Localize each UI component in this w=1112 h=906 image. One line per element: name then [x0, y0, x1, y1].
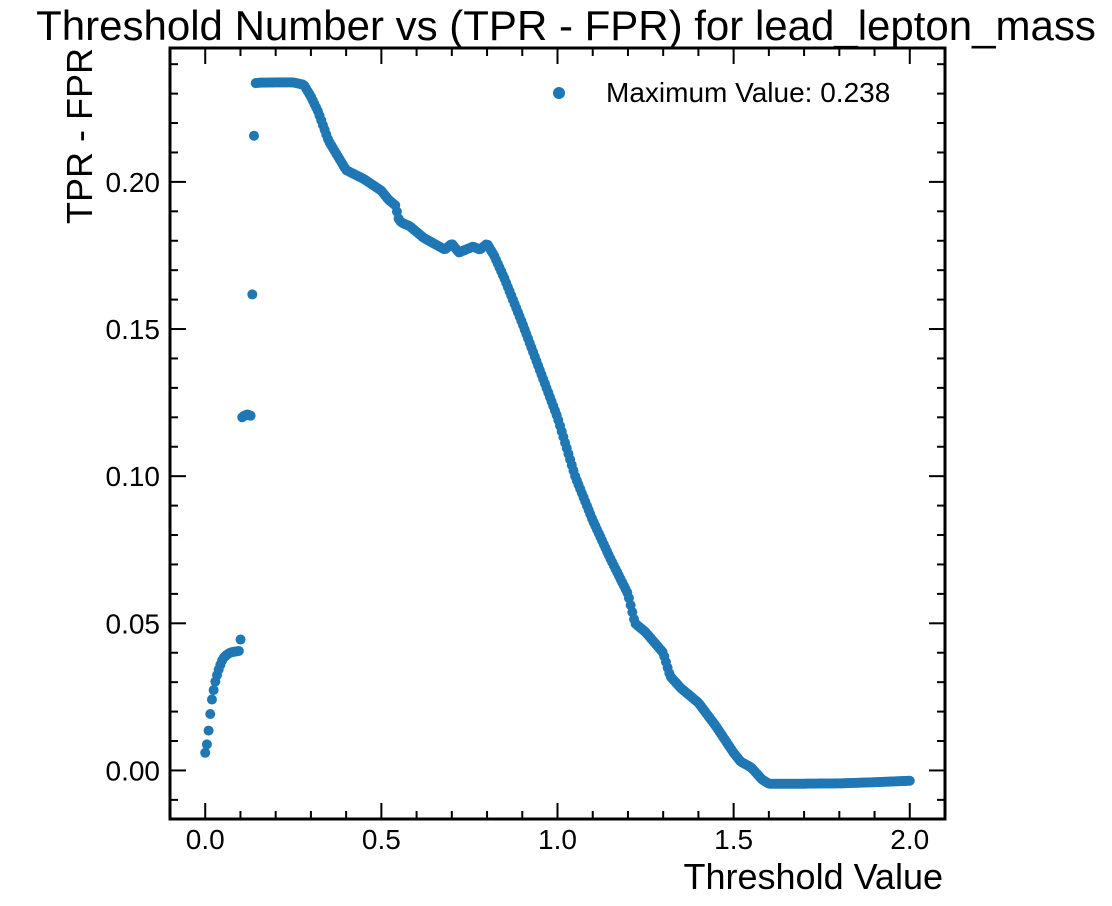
data-point — [201, 739, 212, 750]
data-point — [200, 747, 211, 758]
axis-ticks — [169, 48, 946, 819]
y-tick-label: 0.20 — [106, 167, 161, 198]
y-tick-label: 0.15 — [106, 314, 161, 345]
x-tick-label: 1.5 — [714, 824, 753, 855]
x-tick-label: 0.0 — [186, 824, 225, 855]
y-tick-label: 0.00 — [106, 755, 161, 786]
y-tick-label: 0.05 — [106, 608, 161, 639]
data-point — [904, 775, 915, 786]
data-point — [247, 289, 258, 300]
x-tick-labels: 0.0 0.5 1.0 1.5 2.0 — [186, 824, 929, 855]
y-tick-label: 0.10 — [106, 461, 161, 492]
data-point — [205, 708, 216, 719]
y-tick-labels: 0.00 0.05 0.10 0.15 0.20 — [106, 167, 161, 787]
x-tick-label: 1.0 — [538, 824, 577, 855]
chart-title: Threshold Number vs (TPR - FPR) for lead… — [36, 2, 1096, 49]
legend-marker — [553, 87, 565, 99]
data-point — [248, 130, 259, 141]
data-point — [235, 634, 246, 645]
data-point — [245, 410, 256, 421]
data-point — [233, 645, 244, 656]
x-tick-label: 0.5 — [362, 824, 401, 855]
x-axis-label: Threshold Value — [684, 856, 944, 897]
scatter-points — [200, 77, 915, 789]
x-tick-label: 2.0 — [890, 824, 929, 855]
data-point — [208, 685, 219, 696]
y-axis-label: TPR - FPR — [59, 48, 100, 224]
data-point — [203, 725, 214, 736]
legend: Maximum Value: 0.238 — [553, 77, 890, 108]
data-point — [206, 694, 217, 705]
legend-label: Maximum Value: 0.238 — [606, 77, 890, 108]
